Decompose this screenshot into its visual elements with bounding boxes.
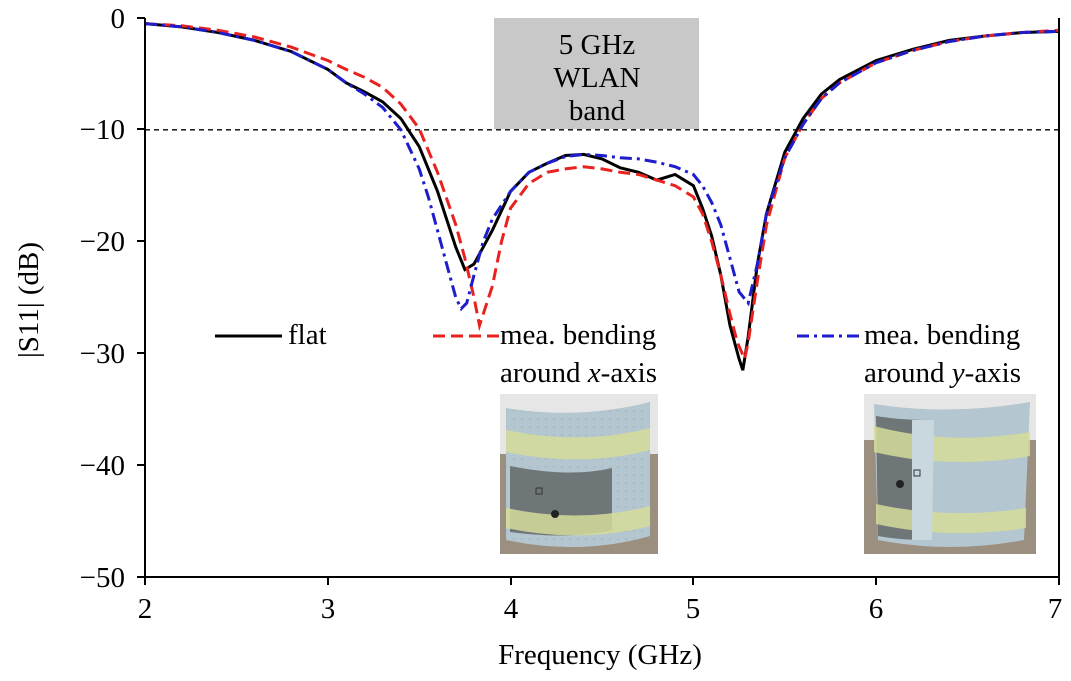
x-ticks: 2 3 4 5 6 7 xyxy=(138,577,1063,625)
legend: flat mea. bending around x-axis mea. ben… xyxy=(215,319,1021,389)
x-tick-label: 4 xyxy=(504,593,519,625)
photo-bending-y xyxy=(864,394,1036,554)
series-line-bending-y xyxy=(145,22,1059,312)
band-label-line-2: WLAN xyxy=(554,62,641,94)
legend-label-flat: flat xyxy=(288,319,327,351)
x-axis-label: Frequency (GHz) xyxy=(498,639,702,671)
wlan-band-box xyxy=(494,18,699,129)
x-tick-label: 3 xyxy=(321,593,336,625)
band-label-line-1: 5 GHz xyxy=(559,29,636,61)
y-tick-label: −40 xyxy=(80,450,125,482)
x-tick-label: 7 xyxy=(1048,593,1063,625)
legend-label-bending-x-line-1: mea. bending xyxy=(500,319,656,351)
y-tick-label: −20 xyxy=(80,226,125,258)
x-tick-label: 6 xyxy=(869,593,884,625)
y-ticks: 0 −10 −20 −30 −40 −50 xyxy=(80,3,145,594)
y-tick-label: −50 xyxy=(80,562,125,594)
y-tick-label: −10 xyxy=(80,114,125,146)
y-tick-label: −30 xyxy=(80,338,125,370)
y-axis-label: |S11| (dB) xyxy=(13,242,45,358)
x-tick-label: 5 xyxy=(686,593,701,625)
band-label-line-3: band xyxy=(569,95,626,127)
photo-bending-x xyxy=(500,394,658,554)
legend-label-bending-y-line-1: mea. bending xyxy=(864,319,1020,351)
x-tick-label: 2 xyxy=(138,593,153,625)
series-line-flat xyxy=(145,22,1059,371)
legend-label-bending-x-line-2: around x-axis xyxy=(500,357,657,389)
legend-label-bending-y-line-2: around y-axis xyxy=(864,357,1021,389)
y-tick-label: 0 xyxy=(111,3,126,35)
